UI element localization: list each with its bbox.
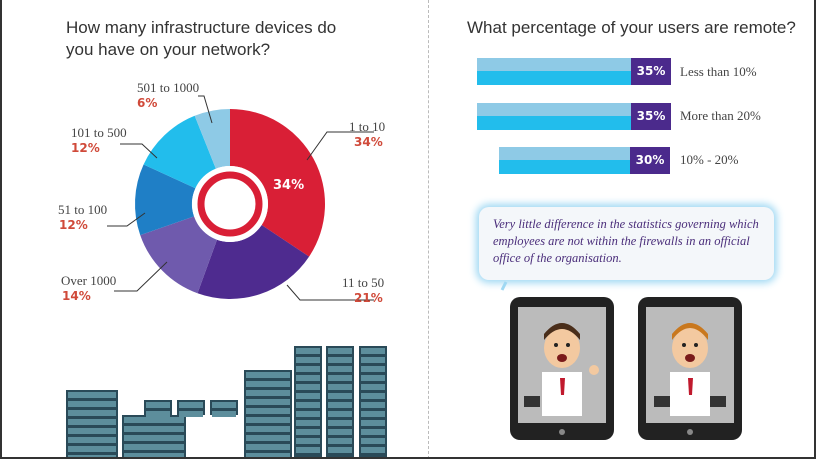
bar-fill-light (477, 103, 631, 116)
server-rack (359, 346, 387, 457)
leader-line (107, 212, 146, 227)
server-rack (210, 400, 238, 417)
slice-label-over-1000: Over 1000 (61, 273, 117, 288)
slice-pct-11-to-50: 21% (354, 291, 383, 305)
bar-fill (477, 116, 631, 130)
bar-10-to-20: 30% (499, 147, 670, 174)
server-rack (294, 346, 322, 457)
server-rack (177, 400, 205, 417)
bar-label: 10% - 20% (680, 152, 739, 167)
server-rack (244, 370, 292, 457)
bar-fill-light (499, 147, 630, 160)
server-rack (326, 346, 354, 457)
slice-pct-1-to-10: 34% (354, 135, 383, 149)
leader-line (286, 284, 374, 301)
leader-line (306, 131, 374, 161)
slice-over-1000 (140, 216, 218, 294)
left-title: How many infrastructure devices do you h… (66, 18, 337, 59)
bar-fill (499, 160, 630, 174)
slice-pct-over-1000: 14% (62, 289, 91, 303)
bar-fill (477, 71, 631, 85)
slice-pct-501-to-1000: 6% (137, 96, 158, 110)
right-title: What percentage of your users are remote… (467, 18, 796, 37)
slice-label-501-to-1000: 501 to 1000 (137, 80, 200, 95)
bar-value: 35% (631, 58, 671, 85)
leader-line (114, 261, 168, 292)
slice-label-51-to-100: 51 to 100 (58, 202, 108, 217)
slice-pct-101-to-500: 12% (71, 141, 100, 155)
slice-501-to-1000 (194, 109, 230, 169)
leader-line (198, 95, 213, 124)
slice-label-101-to-500: 101 to 500 (71, 125, 127, 140)
slice-label-11-to-50: 11 to 50 (342, 275, 385, 290)
bar-fill-light (477, 58, 631, 71)
server-rack (122, 415, 186, 457)
slice-51-to-100 (135, 164, 196, 236)
slice-label-1-to-10: 1 to 10 (349, 119, 386, 134)
donut-ring (197, 171, 263, 237)
inner-slice-value: 34% (273, 178, 305, 193)
bar-less-than-10: 35% (477, 58, 671, 85)
slice-pct-51-to-100: 12% (59, 218, 88, 232)
slice-1-to-10 (230, 109, 326, 257)
bar-label: Less than 10% (680, 64, 757, 79)
bar-value: 35% (631, 103, 671, 130)
server-rack (66, 390, 118, 457)
callout-bubble: Very little difference in the statistics… (479, 207, 774, 280)
leader-line (120, 143, 158, 159)
bar-value: 30% (630, 147, 670, 174)
businessman-left (524, 323, 599, 416)
slice-101-to-500 (143, 115, 216, 189)
slice-11-to-50 (197, 225, 310, 300)
divider (428, 0, 429, 457)
businessman-right (654, 323, 726, 416)
bar-more-than-20: 35% (477, 103, 671, 130)
bar-label: More than 20% (680, 108, 761, 123)
server-rack (144, 400, 172, 417)
